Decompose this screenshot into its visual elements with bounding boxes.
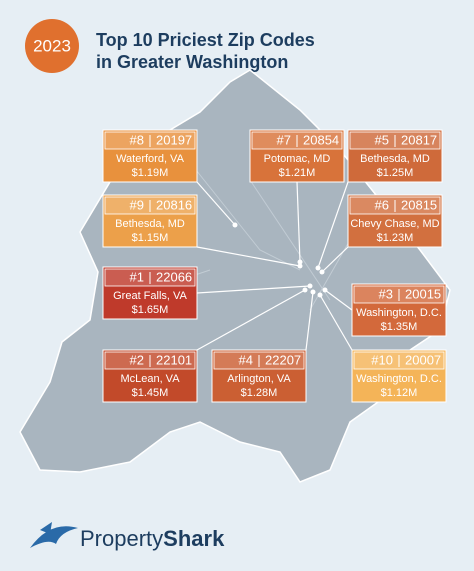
rank: #7 <box>277 132 291 147</box>
place: Bethesda, MD <box>115 218 185 230</box>
price: $1.12M <box>381 387 418 399</box>
price: $1.15M <box>132 232 169 244</box>
location-dot <box>297 263 303 269</box>
pointer-line <box>296 181 301 263</box>
zip: 20816 <box>156 197 192 212</box>
year-badge <box>25 19 79 73</box>
location-dot <box>307 283 313 289</box>
zip: 20854 <box>303 132 339 147</box>
pointer-line <box>305 291 314 351</box>
rank: #6 <box>375 197 389 212</box>
logo-part: Property <box>80 526 163 551</box>
location-dot <box>317 292 323 298</box>
location-dot <box>302 287 308 293</box>
price: $1.65M <box>132 304 169 316</box>
zip: 22066 <box>156 269 192 284</box>
price: $1.28M <box>241 387 278 399</box>
price: $1.19M <box>132 167 169 179</box>
title: in Greater Washington <box>96 52 288 72</box>
zip: 20007 <box>405 352 441 367</box>
price: $1.21M <box>279 167 316 179</box>
place: Washington, D.C. <box>356 373 442 385</box>
location-dot <box>232 222 238 228</box>
label-box: #5 20817 Bethesda, MD $1.25M <box>347 129 443 183</box>
location-dot <box>297 259 303 265</box>
year-text: 2023 <box>33 36 71 55</box>
pointer-line <box>196 289 306 351</box>
pointer-line <box>196 246 301 267</box>
place: Bethesda, MD <box>360 153 430 165</box>
place: McLean, VA <box>120 373 180 385</box>
zip: 20015 <box>405 286 441 301</box>
zip: 22207 <box>265 352 301 367</box>
label-box: #6 20815 Chevy Chase, MD $1.23M <box>347 194 443 248</box>
label-box: #8 20197 Waterford, VA $1.19M <box>102 129 198 183</box>
label-box: #1 22066 Great Falls, VA $1.65M <box>102 266 198 320</box>
label-box: #3 20015 Washington, D.C. $1.35M <box>351 283 447 337</box>
pointer-line <box>324 289 353 311</box>
location-dot <box>319 269 325 275</box>
county-borders <box>119 149 351 311</box>
rank: #10 <box>371 352 393 367</box>
price: $1.45M <box>132 387 169 399</box>
label-box: #2 22101 McLean, VA $1.45M <box>102 349 198 403</box>
pointer-line <box>321 246 349 273</box>
place: Arlington, VA <box>227 373 291 385</box>
place: Great Falls, VA <box>113 290 187 302</box>
label-box: #9 20816 Bethesda, MD $1.15M <box>102 194 198 248</box>
place: Chevy Chase, MD <box>350 218 439 230</box>
rank: #9 <box>130 197 144 212</box>
price: $1.23M <box>377 232 414 244</box>
title: Top 10 Priciest Zip Codes <box>96 30 315 50</box>
rank: #8 <box>130 132 144 147</box>
rank: #1 <box>130 269 144 284</box>
location-dot <box>315 265 321 271</box>
zip: 20197 <box>156 132 192 147</box>
logo-text: PropertyShark <box>80 526 225 551</box>
label-box: #4 22207 Arlington, VA $1.28M <box>211 349 307 403</box>
rank: #3 <box>379 286 393 301</box>
place: Potomac, MD <box>264 153 331 165</box>
pointer-line <box>196 285 311 294</box>
pointer-line <box>319 294 353 351</box>
rank: #2 <box>130 352 144 367</box>
pointer-line <box>317 181 349 269</box>
zip: 22101 <box>156 352 192 367</box>
place: Waterford, VA <box>116 153 185 165</box>
location-dot <box>322 287 328 293</box>
zip: 20815 <box>401 197 437 212</box>
pointer-line <box>196 181 236 226</box>
rank: #5 <box>375 132 389 147</box>
location-dot <box>310 289 316 295</box>
logo-icon <box>30 522 78 548</box>
zip: 20817 <box>401 132 437 147</box>
price: $1.25M <box>377 167 414 179</box>
logo-part: Shark <box>163 526 225 551</box>
label-box: #10 20007 Washington, D.C. $1.12M <box>351 349 447 403</box>
label-box: #7 20854 Potomac, MD $1.21M <box>249 129 345 183</box>
rank: #4 <box>239 352 253 367</box>
price: $1.35M <box>381 321 418 333</box>
place: Washington, D.C. <box>356 307 442 319</box>
